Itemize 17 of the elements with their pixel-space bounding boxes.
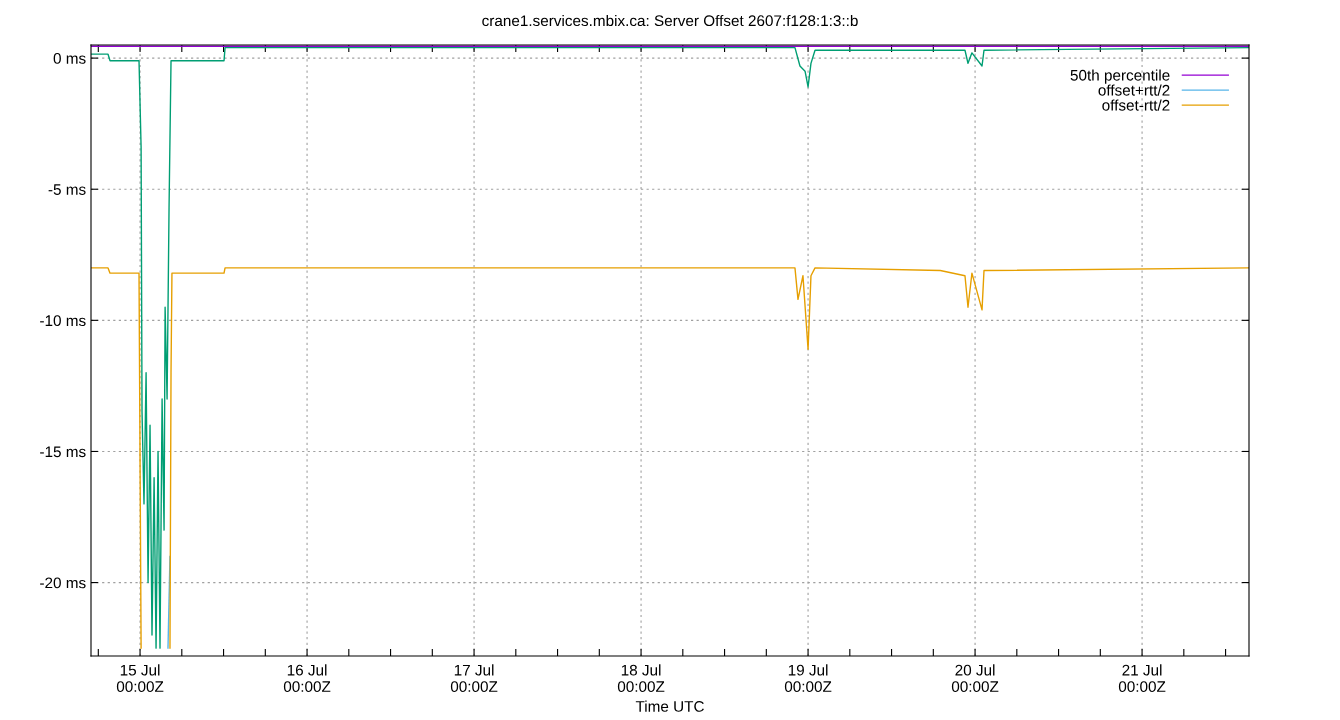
x-tick-label: 15 Jul 00:00Z <box>116 664 164 693</box>
x-tick-label: 19 Jul 00:00Z <box>784 664 832 693</box>
x-tick-label: 20 Jul 00:00Z <box>951 664 999 693</box>
y-tick-label: -15 ms <box>40 446 86 458</box>
legend-label: offset-rtt/2 <box>1102 99 1170 111</box>
x-tick-label: 18 Jul 00:00Z <box>617 664 665 693</box>
y-tick-label: -20 ms <box>40 577 86 589</box>
x-tick-label: 16 Jul 00:00Z <box>283 664 331 693</box>
x-tick-label: 21 Jul 00:00Z <box>1118 664 1166 693</box>
legend-label: 50th percentile <box>1070 69 1170 84</box>
y-tick-label: 0 ms <box>53 52 86 64</box>
chart-title: crane1.services.mbix.ca: Server Offset 2607:f128:1:3::b <box>482 14 858 27</box>
x-axis-title: Time UTC <box>635 700 704 712</box>
legend-label: offset+rtt/2 <box>1098 84 1170 96</box>
y-tick-label: -5 ms <box>48 184 86 195</box>
y-tick-label: -10 ms <box>40 315 86 327</box>
x-tick-label: 17 Jul 00:00Z <box>450 664 498 693</box>
